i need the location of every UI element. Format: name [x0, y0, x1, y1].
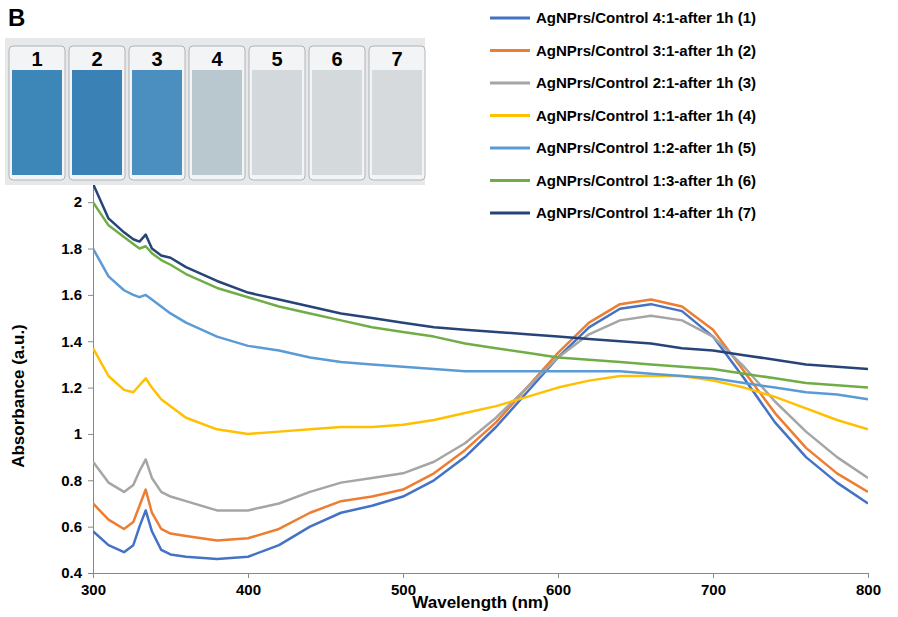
legend-swatch [490, 82, 530, 85]
legend-label: AgNPrs/Control 3:1-after 1h (2) [536, 42, 756, 59]
panel-letter: B [8, 4, 25, 31]
x-tick-label: 400 [236, 581, 261, 598]
x-tick-mark [248, 573, 249, 578]
vial-liquid [312, 70, 362, 175]
legend-swatch [490, 17, 530, 20]
vial-liquid [372, 70, 422, 175]
legend-swatch [490, 49, 530, 52]
y-tick: 0.8 [61, 472, 93, 489]
vial [369, 46, 425, 180]
y-tick-mark [88, 388, 93, 389]
y-tick-label: 0.6 [61, 518, 82, 535]
vial-label: 1 [31, 48, 42, 70]
x-tick-mark [558, 573, 559, 578]
y-tick: 1.8 [61, 240, 93, 257]
vial-label: 5 [271, 48, 282, 70]
plot-area [93, 184, 868, 559]
y-tick-label: 2 [74, 193, 82, 210]
vial-label: 3 [151, 48, 162, 70]
vial [189, 46, 245, 180]
vial-label: 7 [391, 48, 402, 70]
legend-swatch [490, 147, 530, 150]
y-tick-label: 1.6 [61, 286, 82, 303]
y-tick-label: 1.4 [61, 333, 83, 350]
x-tick-mark [713, 573, 714, 578]
vial-liquid [252, 70, 302, 175]
series-line [93, 304, 868, 559]
vial-liquid [132, 70, 182, 175]
vial [129, 46, 185, 180]
y-tick-label: 0.8 [61, 472, 82, 489]
y-axis-title: Absorbance (a.u.) [9, 324, 28, 468]
x-tick-label: 700 [701, 581, 726, 598]
y-tick-mark [88, 573, 93, 574]
y-tick-mark [88, 202, 93, 203]
y-tick-label: 1.2 [61, 379, 82, 396]
chart: 3004005006007008000.40.60.811.21.41.61.8… [0, 0, 898, 617]
y-tick: 1.6 [61, 286, 93, 303]
legend-label: AgNPrs/Control 4:1-after 1h (1) [536, 9, 756, 26]
legend: AgNPrs/Control 4:1-after 1h (1) AgNPrs/Co… [490, 9, 756, 221]
legend-swatch [490, 114, 530, 117]
x-tick-mark [868, 573, 869, 578]
y-tick: 2 [74, 193, 93, 210]
series-line [93, 202, 868, 387]
legend-label: AgNPrs/Control 2:1-after 1h (3) [536, 74, 756, 91]
legend-swatch [490, 179, 530, 182]
x-axis-title: Wavelength (nm) [412, 593, 548, 612]
y-tick: 1.2 [61, 379, 93, 396]
vial-label: 6 [331, 48, 342, 70]
vial-label: 4 [211, 48, 223, 70]
x-tick: 400 [236, 573, 261, 598]
y-tick: 1 [74, 425, 93, 442]
x-tick: 800 [856, 573, 881, 598]
x-axis-line [94, 574, 869, 579]
y-tick-label: 0.4 [61, 564, 83, 581]
y-tick-mark [88, 341, 93, 342]
x-tick-mark [403, 573, 404, 578]
vial [69, 46, 125, 180]
series-line [93, 249, 868, 400]
series-line [93, 184, 868, 369]
y-tick-mark [88, 527, 93, 528]
vial-liquid [192, 70, 242, 175]
x-tick-label: 300 [81, 581, 106, 598]
vial [9, 46, 65, 180]
y-tick: 0.4 [61, 564, 93, 581]
vial-liquid [72, 70, 122, 175]
legend-label: AgNPrs/Control 1:3-after 1h (6) [536, 172, 756, 189]
y-tick: 1.4 [61, 333, 93, 350]
x-tick-label: 600 [546, 581, 571, 598]
legend-label: AgNPrs/Control 1:1-after 1h (4) [536, 107, 756, 124]
x-tick: 600 [546, 573, 571, 598]
y-tick-mark [88, 295, 93, 296]
legend-swatch [490, 212, 530, 215]
vial [249, 46, 305, 180]
x-tick-label: 800 [856, 581, 881, 598]
x-tick: 700 [701, 573, 726, 598]
y-axis-line [88, 180, 94, 574]
vial-liquid [12, 70, 62, 175]
y-axis: 0.4 0.6 0.8 1 1.2 1.4 1.6 1.8 2 [61, 180, 93, 582]
vial-label: 2 [91, 48, 102, 70]
y-tick: 0.6 [61, 518, 93, 535]
legend-label: AgNPrs/Control 1:2-after 1h (5) [536, 139, 756, 156]
y-tick-mark [88, 434, 93, 435]
y-tick-mark [88, 480, 93, 481]
inset-photo: 1 2 3 4 5 6 7 [5, 38, 425, 185]
x-tick: 300 [81, 573, 106, 598]
vial [309, 46, 365, 180]
y-tick-mark [88, 249, 93, 250]
photo-background [5, 38, 425, 185]
y-tick-label: 1.8 [61, 240, 82, 257]
legend-label: AgNPrs/Control 1:4-after 1h (7) [536, 204, 756, 221]
series-line [93, 300, 868, 541]
y-tick-label: 1 [74, 425, 82, 442]
series-line [93, 348, 868, 434]
